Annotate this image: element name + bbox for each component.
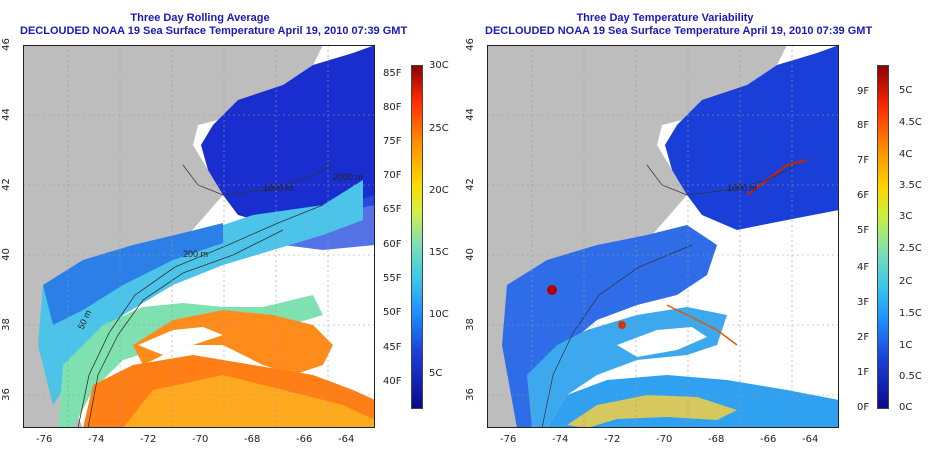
right-cb-c-5: 5C bbox=[899, 85, 913, 96]
right-lat-tick-36: 36 bbox=[464, 388, 476, 401]
right-cb-f-3: 3F bbox=[857, 297, 870, 308]
right-lon-tick-7: -64 bbox=[802, 434, 819, 445]
right-cb-f-2: 2F bbox=[857, 332, 870, 343]
left-cb-f-80: 80F bbox=[383, 102, 402, 113]
right-cb-f-7: 7F bbox=[857, 155, 870, 166]
left-lon-tick-4: -70 bbox=[192, 434, 209, 445]
left-cb-c-25: 25C bbox=[429, 123, 449, 134]
right-cb-f-5: 5F bbox=[857, 225, 870, 236]
depth-label-2000m: 2000 m bbox=[333, 172, 363, 182]
right-cb-c-3.5: 3.5C bbox=[899, 180, 922, 191]
left-lat-tick-42: 42 bbox=[0, 178, 12, 191]
right-lat-tick-46: 46 bbox=[464, 38, 476, 51]
left-cb-c-10: 10C bbox=[429, 309, 449, 320]
left-cb-f-55: 55F bbox=[383, 273, 402, 284]
right-lon-tick-1: -76 bbox=[500, 434, 517, 445]
right-cb-c-4: 4C bbox=[899, 149, 913, 160]
left-cb-f-45: 45F bbox=[383, 342, 402, 353]
left-lon-tick-1: -76 bbox=[36, 434, 53, 445]
left-cb-f-40: 40F bbox=[383, 376, 402, 387]
right-lon-tick-2: -74 bbox=[552, 434, 569, 445]
left-lon-tick-2: -74 bbox=[88, 434, 105, 445]
left-lat-tick-38: 38 bbox=[0, 318, 12, 331]
right-colorbar bbox=[877, 65, 889, 409]
right-cb-f-4: 4F bbox=[857, 262, 870, 273]
right-cb-c-0: 0C bbox=[899, 402, 913, 413]
right-cb-c-2: 2C bbox=[899, 276, 913, 287]
right-cb-c-0.5: 0.5C bbox=[899, 371, 922, 382]
right-cb-f-1: 1F bbox=[857, 367, 870, 378]
right-cb-c-1.5: 1.5C bbox=[899, 308, 922, 319]
left-lon-tick-3: -72 bbox=[140, 434, 157, 445]
left-lon-tick-6: -66 bbox=[296, 434, 313, 445]
right-lon-tick-3: -72 bbox=[604, 434, 621, 445]
depth-label-1000m: 1000 m bbox=[263, 183, 293, 193]
right-lat-tick-38: 38 bbox=[464, 318, 476, 331]
left-lat-tick-40: 40 bbox=[0, 248, 12, 261]
right-title: Three Day Temperature Variability bbox=[576, 12, 754, 24]
left-subtitle: DECLOUDED NOAA 19 Sea Surface Temperatur… bbox=[20, 25, 408, 37]
left-cb-f-70: 70F bbox=[383, 170, 402, 181]
left-cb-f-75: 75F bbox=[383, 136, 402, 147]
right-cb-f-9: 9F bbox=[857, 86, 870, 97]
left-lat-tick-44: 44 bbox=[0, 108, 12, 121]
right-lon-tick-4: -70 bbox=[656, 434, 673, 445]
right-cb-c-4.5: 4.5C bbox=[899, 117, 922, 128]
right-variability-map: 1000 m bbox=[487, 45, 839, 428]
left-lon-tick-7: -64 bbox=[338, 434, 355, 445]
left-cb-c-20: 20C bbox=[429, 185, 449, 196]
left-lon-tick-5: -68 bbox=[244, 434, 261, 445]
right-subtitle: DECLOUDED NOAA 19 Sea Surface Temperatur… bbox=[485, 25, 873, 37]
right-lat-tick-40: 40 bbox=[464, 248, 476, 261]
depth-label-1000m-right: 1000 m bbox=[727, 183, 757, 193]
right-lat-tick-44: 44 bbox=[464, 108, 476, 121]
right-lat-tick-42: 42 bbox=[464, 178, 476, 191]
right-lon-tick-5: -68 bbox=[708, 434, 725, 445]
right-lon-tick-6: -66 bbox=[760, 434, 777, 445]
left-lat-tick-46: 46 bbox=[0, 38, 12, 51]
left-cb-f-50: 50F bbox=[383, 307, 402, 318]
left-cb-f-85: 85F bbox=[383, 68, 402, 79]
right-cb-f-0: 0F bbox=[857, 402, 870, 413]
right-cb-f-8: 8F bbox=[857, 120, 870, 131]
right-cb-c-2.5: 2.5C bbox=[899, 243, 922, 254]
left-sst-map: 50 m 200 m 1000 m 2000 m bbox=[23, 45, 375, 428]
left-cb-f-65: 65F bbox=[383, 204, 402, 215]
right-cb-f-6: 6F bbox=[857, 190, 870, 201]
depth-label-200m: 200 m bbox=[183, 249, 208, 259]
left-lat-tick-36: 36 bbox=[0, 388, 12, 401]
right-cb-c-3: 3C bbox=[899, 211, 913, 222]
left-cb-f-60: 60F bbox=[383, 239, 402, 250]
right-cb-c-1: 1C bbox=[899, 340, 913, 351]
left-cb-c-5: 5C bbox=[429, 368, 443, 379]
left-cb-c-30: 30C bbox=[429, 60, 449, 71]
left-title: Three Day Rolling Average bbox=[130, 12, 270, 24]
left-cb-c-15: 15C bbox=[429, 247, 449, 258]
left-colorbar bbox=[411, 65, 423, 409]
